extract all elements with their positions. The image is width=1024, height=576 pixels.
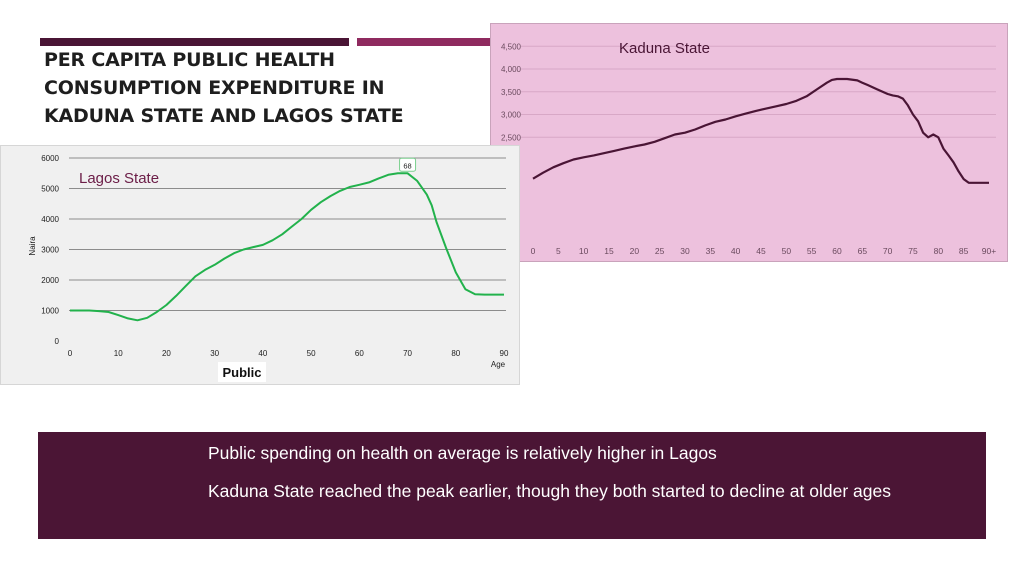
lagos-caption: Public bbox=[222, 365, 261, 380]
lagos-x-tick-label: 30 bbox=[210, 349, 219, 358]
kaduna-y-tick-label: 3,500 bbox=[501, 88, 522, 97]
kaduna-x-tick-label: 60 bbox=[832, 246, 842, 256]
lagos-y-tick-label: 0 bbox=[55, 337, 60, 346]
lagos-chart: 0 1000 2000 3000 4000 5000 6000 0 10 20 30 40 50 60 70… bbox=[28, 154, 509, 382]
kaduna-x-tick-label: 65 bbox=[858, 246, 868, 256]
lagos-annotation-label: 68 bbox=[403, 161, 411, 170]
kaduna-y-tick-label: 2,500 bbox=[501, 133, 522, 142]
kaduna-chart-title: Kaduna State bbox=[619, 40, 710, 57]
lagos-x-axis-label: Age bbox=[491, 360, 506, 369]
kaduna-chart: 2,500 3,000 3,500 4,000 4,500 0 5 10 15 20 25 30 35 4… bbox=[501, 40, 996, 256]
lagos-chart-title: Lagos State bbox=[79, 170, 159, 187]
kaduna-x-tick-label: 20 bbox=[630, 246, 640, 256]
lagos-series-line bbox=[70, 172, 504, 322]
kaduna-x-tick-label: 10 bbox=[579, 246, 589, 256]
lagos-x-tick-label: 10 bbox=[114, 349, 123, 358]
kaduna-x-tick-label: 50 bbox=[782, 246, 792, 256]
kaduna-x-tick-label: 0 bbox=[531, 246, 536, 256]
kaduna-series-line bbox=[532, 77, 989, 184]
kaduna-x-tick-label: 40 bbox=[731, 246, 741, 256]
kaduna-x-tick-label: 55 bbox=[807, 246, 817, 256]
kaduna-x-tick-label: 75 bbox=[908, 246, 918, 256]
lagos-chart-panel: 0 1000 2000 3000 4000 5000 6000 0 10 20 30 40 50 60 70… bbox=[0, 145, 520, 385]
title-accent-bar-dark bbox=[40, 38, 349, 46]
lagos-x-tick-label: 50 bbox=[307, 349, 316, 358]
kaduna-x-tick-label: 45 bbox=[756, 246, 766, 256]
kaduna-y-tick-label: 4,000 bbox=[501, 65, 522, 74]
kaduna-y-tick-label: 4,500 bbox=[501, 42, 522, 51]
lagos-y-axis-label: Naira bbox=[28, 236, 37, 256]
title-accent-bar-light bbox=[357, 38, 493, 46]
kaduna-y-tick-label: 3,000 bbox=[501, 111, 522, 120]
kaduna-chart-panel: 2,500 3,000 3,500 4,000 4,500 0 5 10 15 20 25 30 35 4… bbox=[490, 23, 1008, 262]
kaduna-x-tick-label: 35 bbox=[706, 246, 716, 256]
lagos-x-tick-label: 20 bbox=[162, 349, 171, 358]
lagos-y-tick-label: 3000 bbox=[41, 246, 59, 255]
kaduna-x-tick-label: 25 bbox=[655, 246, 665, 256]
kaduna-x-tick-label: 85 bbox=[959, 246, 969, 256]
kaduna-x-tick-label: 5 bbox=[556, 246, 561, 256]
slide-title: PER CAPITA PUBLIC HEALTH CONSUMPTION EXP… bbox=[44, 49, 404, 127]
kaduna-x-tick-label: 80 bbox=[934, 246, 944, 256]
lagos-y-tick-label: 2000 bbox=[41, 276, 59, 285]
note-lagos-higher: Public spending on health on average is … bbox=[208, 443, 717, 463]
lagos-y-tick-label: 6000 bbox=[41, 154, 59, 163]
kaduna-x-tick-label: 30 bbox=[680, 246, 690, 256]
notes-box: Public spending on health on average is … bbox=[38, 432, 986, 539]
note-kaduna-peak: Kaduna State reached the peak earlier, t… bbox=[208, 481, 891, 501]
lagos-x-tick-label: 0 bbox=[68, 349, 73, 358]
kaduna-x-tick-label: 15 bbox=[604, 246, 614, 256]
lagos-x-tick-label: 90 bbox=[500, 349, 509, 358]
kaduna-x-tick-label: 70 bbox=[883, 246, 893, 256]
lagos-x-tick-label: 40 bbox=[258, 349, 267, 358]
lagos-y-tick-label: 4000 bbox=[41, 215, 59, 224]
lagos-caption-box bbox=[218, 362, 266, 382]
kaduna-x-tick-label: 90+ bbox=[982, 246, 996, 256]
lagos-y-tick-label: 5000 bbox=[41, 185, 59, 194]
lagos-y-tick-label: 1000 bbox=[41, 307, 59, 316]
lagos-x-tick-label: 60 bbox=[355, 349, 364, 358]
lagos-x-tick-label: 70 bbox=[403, 349, 412, 358]
lagos-annotation-box bbox=[399, 157, 417, 172]
lagos-x-tick-label: 80 bbox=[451, 349, 460, 358]
